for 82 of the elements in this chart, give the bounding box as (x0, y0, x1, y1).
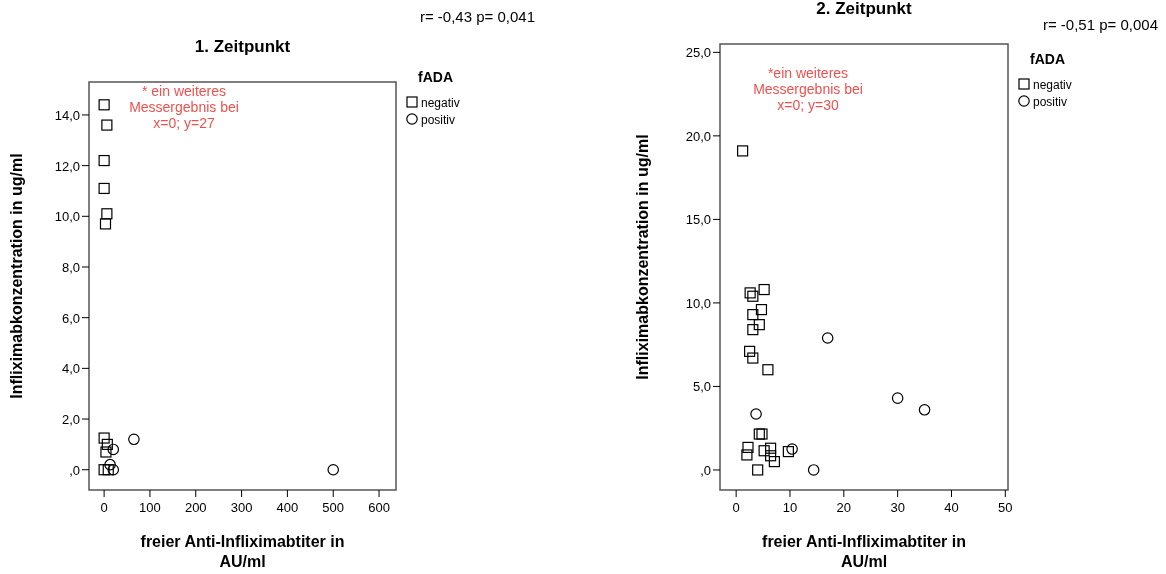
point (98, 154, 110, 167)
point (747, 352, 759, 364)
point (765, 442, 777, 454)
y-tick-label: 20,0 (685, 128, 711, 144)
point (742, 441, 754, 453)
y-tick-label: 8,0 (61, 259, 80, 275)
y-axis-title: Infliximabkonzentration in ug/ml (8, 153, 25, 399)
y-tick-label: 10,0 (685, 295, 711, 311)
y-tick-label: ,0 (69, 462, 80, 478)
point (758, 445, 770, 457)
legend-label: positiv (1033, 95, 1068, 109)
y-tick-label: 15,0 (685, 212, 711, 228)
point (98, 182, 110, 195)
x-tick-label: 50 (998, 500, 1013, 515)
point (786, 443, 798, 455)
point (768, 456, 780, 468)
point (741, 449, 753, 461)
point (758, 283, 770, 296)
legend-label: positiv (421, 113, 456, 127)
text: r= -0,43 p= 0,041 (419, 8, 535, 25)
point (765, 450, 777, 462)
point (98, 99, 110, 111)
y-tick-label: 6,0 (61, 310, 80, 326)
x-tick-label: 0 (732, 500, 740, 515)
point (107, 463, 120, 476)
point (747, 309, 759, 321)
point (753, 319, 765, 331)
point (100, 446, 112, 458)
point (744, 345, 756, 357)
chart-title: 2. Zeitpunkt (816, 0, 913, 18)
legend-label: negativ (421, 96, 460, 110)
point (821, 332, 834, 344)
point (99, 218, 112, 230)
point (737, 145, 749, 157)
annotation: *ein weiteres Messergebnis bei x=0; y=30 (753, 65, 863, 113)
point (101, 438, 113, 450)
point (104, 458, 116, 471)
point (327, 463, 340, 476)
x-tick-label: 600 (368, 500, 390, 515)
point (891, 392, 904, 404)
legend-label: negativ (1033, 78, 1072, 92)
x-tick-label: 300 (230, 500, 253, 515)
legend-title: fADA (418, 69, 453, 85)
annotation: * ein weiteres Messergebnis bei x=0; y=27 (129, 83, 239, 131)
x-tick-label: 400 (276, 500, 299, 515)
point (752, 464, 764, 476)
point (107, 443, 120, 456)
text: r= -0,51 p= 0,004 (1042, 16, 1158, 33)
y-tick-label: ,0 (700, 462, 711, 478)
point (98, 464, 110, 476)
point (101, 119, 113, 131)
y-tick-label: 2,0 (61, 412, 80, 428)
y-axis-title: Infliximabkonzentration in ug/ml (634, 134, 651, 380)
y-tick-label: 5,0 (692, 379, 711, 395)
point (918, 404, 931, 416)
y-tick-label: 25,0 (685, 45, 711, 61)
y-tick-label: 12,0 (54, 158, 80, 174)
x-tick-label: 100 (139, 500, 161, 515)
x-tick-label: 0 (100, 500, 108, 515)
point (747, 324, 759, 336)
point (755, 304, 768, 316)
legend-title: fADA (1030, 51, 1065, 67)
x-axis-title: freier Anti-Infliximabtiter in AU/ml (140, 533, 345, 570)
y-tick-label: 10,0 (54, 209, 80, 225)
chart-title: 1. Zeitpunkt (194, 37, 291, 56)
point (762, 364, 774, 376)
x-tick-label: 40 (944, 500, 959, 515)
x-tick-label: 500 (322, 500, 345, 515)
point (807, 464, 820, 476)
point (102, 464, 114, 476)
x-tick-label: 30 (890, 500, 905, 515)
x-tick-label: 200 (184, 500, 207, 515)
point (98, 432, 110, 444)
y-tick-label: 14,0 (54, 107, 80, 123)
point (101, 208, 113, 220)
y-tick-label: 4,0 (61, 361, 80, 377)
point (782, 445, 794, 458)
x-axis-title: freier Anti-Infliximabtiter in AU/ml (762, 533, 966, 570)
point (128, 433, 140, 446)
x-tick-label: 20 (836, 500, 852, 515)
point (750, 408, 762, 420)
x-tick-label: 10 (782, 500, 798, 515)
